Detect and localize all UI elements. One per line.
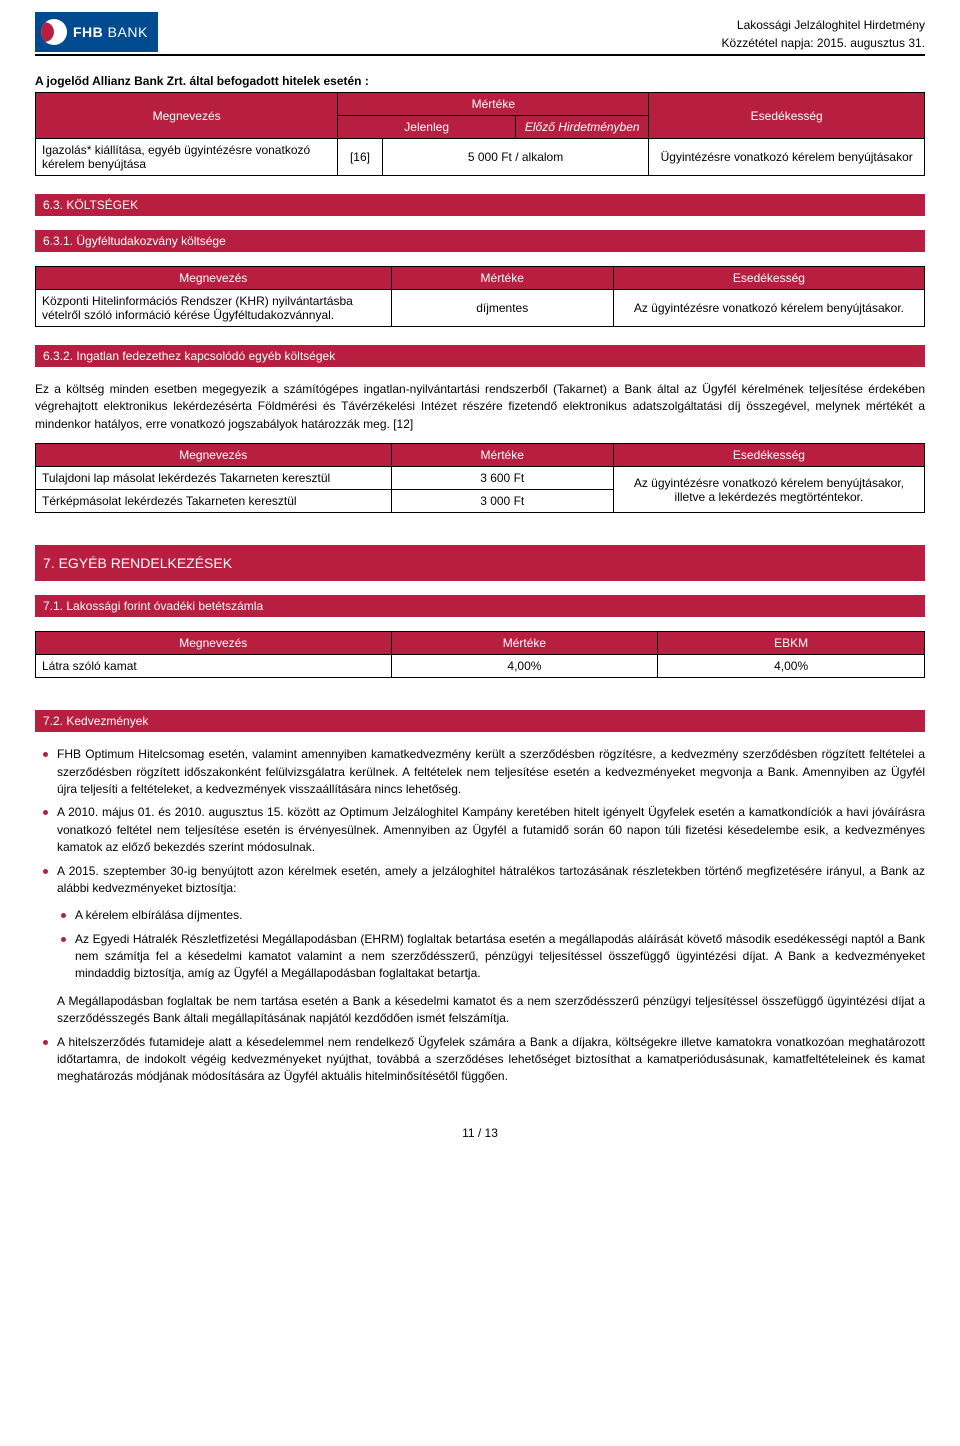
para-72-1: A Megállapodásban foglaltak be nem tartá… [35, 993, 925, 1028]
page-header: FHB BANK Lakossági Jelzáloghitel Hirdetm… [35, 12, 925, 56]
band-72: 7.2. Kedvezmények [35, 710, 925, 732]
page: FHB BANK Lakossági Jelzáloghitel Hirdetm… [0, 0, 960, 1180]
td-name: Igazolás* kiállítása, egyéb ügyintézésre… [36, 139, 338, 176]
td-71-name: Látra szóló kamat [36, 655, 392, 678]
th-71-c3: EBKM [658, 632, 925, 655]
td-631-name: Központi Hitelinformációs Rendszer (KHR)… [36, 290, 392, 327]
th-megnevezes: Megnevezés [36, 93, 338, 139]
bullets-72: FHB Optimum Hitelcsomag esetén, valamint… [35, 746, 925, 897]
band-632: 6.3.2. Ingatlan fedezethez kapcsolódó eg… [35, 345, 925, 367]
logo-brand: FHB [73, 24, 103, 40]
para-632: Ez a költség minden esetben megegyezik a… [35, 381, 925, 433]
bullets-72-tail: A hitelszerződés futamideje alatt a kése… [35, 1034, 925, 1086]
td-631-due: Az ügyintézésre vonatkozó kérelem benyúj… [613, 290, 924, 327]
th-71-c2: Mértéke [391, 632, 658, 655]
td-632-r1-name: Tulajdoni lap másolat lekérdezés Takarne… [36, 467, 392, 490]
th-elozo: Előző Hirdetményben [516, 116, 649, 139]
table-631: Megnevezés Mértéke Esedékesség Központi … [35, 266, 925, 327]
th-632-c1: Megnevezés [36, 444, 392, 467]
bullet-72-3: A 2015. szeptember 30-ig benyújtott azon… [35, 863, 925, 898]
band-71: 7.1. Lakossági forint óvadéki betétszáml… [35, 595, 925, 617]
bullet-72-3a: A kérelem elbírálása díjmentes. [35, 907, 925, 924]
td-ref: [16] [338, 139, 382, 176]
page-number: 11 / 13 [35, 1126, 925, 1140]
td-632-r2-val: 3 000 Ft [391, 490, 613, 513]
th-esedekesseg: Esedékesség [649, 93, 925, 139]
band-631: 6.3.1. Ügyféltudakozvány költsége [35, 230, 925, 252]
th-merteke: Mértéke [338, 93, 649, 116]
section-allianz-title: A jogelőd Allianz Bank Zrt. által befoga… [35, 74, 925, 88]
td-71-ebkm: 4,00% [658, 655, 925, 678]
bullet-72-1: FHB Optimum Hitelcsomag esetén, valamint… [35, 746, 925, 798]
bullets-72-nested: A kérelem elbírálása díjmentes. Az Egyed… [35, 907, 925, 983]
header-meta-line2: Közzététel napja: 2015. augusztus 31. [722, 35, 925, 52]
table-allianz: Megnevezés Mértéke Esedékesség Jelenleg … [35, 92, 925, 176]
th-71-c1: Megnevezés [36, 632, 392, 655]
td-71-val: 4,00% [391, 655, 658, 678]
th-631-c1: Megnevezés [36, 267, 392, 290]
th-632-c2: Mértéke [391, 444, 613, 467]
table-632: Megnevezés Mértéke Esedékesség Tulajdoni… [35, 443, 925, 513]
td-due: Ügyintézésre vonatkozó kérelem benyújtás… [649, 139, 925, 176]
logo-word: BANK [108, 24, 148, 40]
th-632-c3: Esedékesség [613, 444, 924, 467]
td-631-val: díjmentes [391, 290, 613, 327]
td-632-due: Az ügyintézésre vonatkozó kérelem benyúj… [613, 467, 924, 513]
fhb-logo-icon [41, 19, 67, 45]
fhb-logo: FHB BANK [35, 12, 158, 52]
bullet-72-2: A 2010. május 01. és 2010. augusztus 15.… [35, 804, 925, 856]
th-631-c3: Esedékesség [613, 267, 924, 290]
fhb-logo-text: FHB BANK [73, 24, 148, 40]
header-meta: Lakossági Jelzáloghitel Hirdetmény Közzé… [722, 17, 925, 52]
band-7: 7. EGYÉB RENDELKEZÉSEK [35, 545, 925, 581]
th-jelenleg: Jelenleg [338, 116, 516, 139]
band-63: 6.3. KÖLTSÉGEK [35, 194, 925, 216]
th-631-c2: Mértéke [391, 267, 613, 290]
td-632-r1-val: 3 600 Ft [391, 467, 613, 490]
table-71: Megnevezés Mértéke EBKM Látra szóló kama… [35, 631, 925, 678]
bullet-72-3b: Az Egyedi Hátralék Részletfizetési Megál… [35, 931, 925, 983]
td-val: 5 000 Ft / alkalom [382, 139, 649, 176]
bullet-72-4: A hitelszerződés futamideje alatt a kése… [35, 1034, 925, 1086]
header-meta-line1: Lakossági Jelzáloghitel Hirdetmény [722, 17, 925, 34]
td-632-r2-name: Térképmásolat lekérdezés Takarneten kere… [36, 490, 392, 513]
